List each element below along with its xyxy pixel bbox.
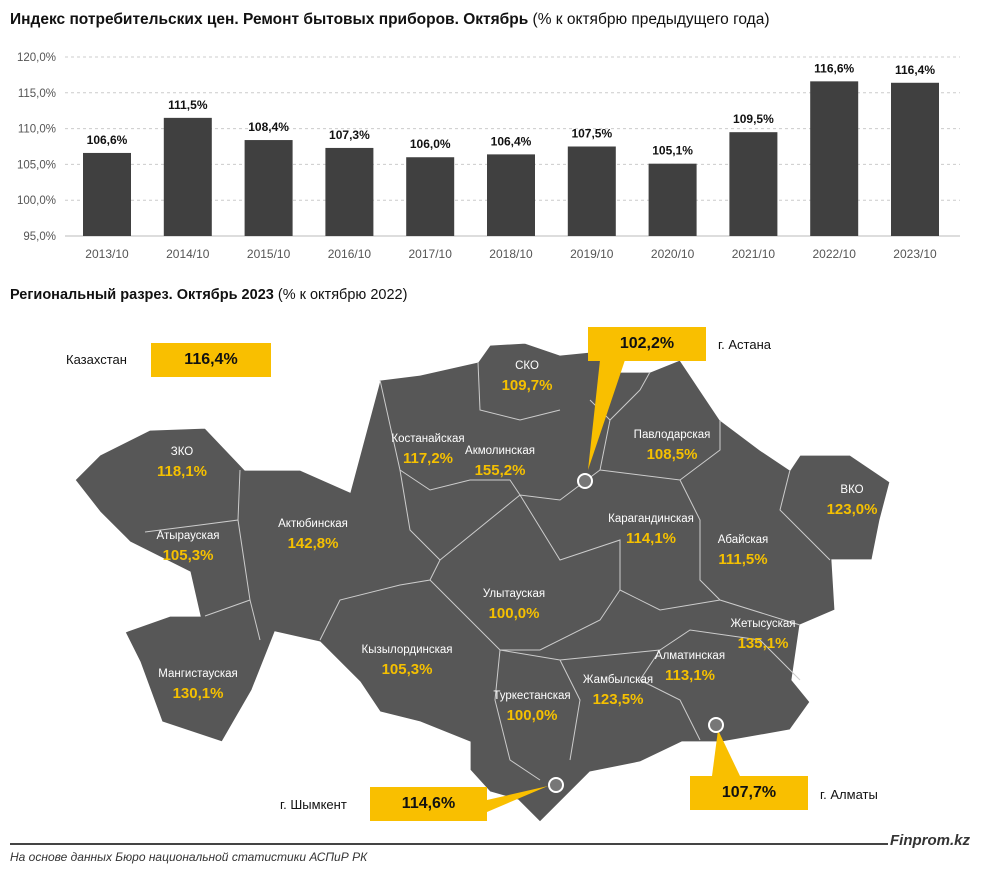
data-label: 116,4% [895, 63, 935, 77]
region-value: 100,0% [488, 605, 540, 622]
almaty-label: г. Алматы [820, 787, 878, 802]
x-tick-label: 2013/10 [85, 247, 129, 261]
region-value: 105,3% [381, 661, 433, 678]
bar [163, 117, 212, 236]
x-tick-label: 2020/10 [651, 247, 695, 261]
region-value: 142,8% [287, 535, 339, 552]
region-value: 123,0% [826, 501, 878, 518]
bar-chart: 95,0% 100,0% 105,0% 110,0% 115,0% 120,0% 106,6… [17, 52, 960, 261]
region-value: 111,5% [718, 551, 768, 568]
region-value: 105,3% [162, 547, 214, 564]
x-tick-label: 2019/10 [570, 247, 614, 261]
almaty-marker [708, 717, 724, 733]
brand-logo: Finprom.kz [890, 832, 971, 849]
data-label: 106,4% [491, 134, 532, 148]
region-value: 130,1% [172, 685, 224, 702]
y-tick-label: 95,0% [23, 231, 56, 243]
region-label: СКО [515, 360, 539, 372]
astana-value: 102,2% [588, 327, 706, 361]
region-label: Туркестанская [493, 690, 571, 702]
x-tick-label: 2021/10 [732, 247, 776, 261]
region-label: Атырауская [156, 530, 220, 542]
data-label: 105,1% [652, 144, 693, 158]
bar [729, 132, 778, 236]
region-label: Мангистауская [158, 668, 238, 680]
bar [810, 81, 859, 237]
region-label: ЗКО [170, 446, 194, 458]
data-label: 108,4% [248, 120, 289, 134]
region-label: ВКО [840, 484, 864, 496]
region-value: 135,1% [737, 635, 789, 652]
astana-pointer [588, 360, 625, 470]
y-tick-label: 105,0% [17, 159, 56, 171]
x-tick-label: 2014/10 [166, 247, 210, 261]
data-label: 107,3% [329, 128, 370, 142]
bar [567, 146, 616, 236]
region-label: Улытауская [482, 588, 546, 600]
bar [487, 154, 535, 236]
data-label: 106,0% [410, 137, 451, 151]
chart-title: Индекс потребительских цен. Ремонт бытов… [10, 11, 770, 28]
region-label: Костанайская [391, 433, 465, 445]
region-value: 117,2% [402, 450, 454, 467]
bar [648, 163, 697, 236]
region-value: 113,1% [664, 667, 716, 684]
region-value: 109,7% [501, 377, 553, 394]
region-value: 114,1% [625, 530, 677, 547]
region-value: 123,5% [592, 691, 644, 708]
region-value: 155,2% [474, 462, 526, 479]
region-value: 108,5% [646, 446, 698, 463]
x-tick-label: 2018/10 [489, 247, 533, 261]
region-label: Акмолинская [465, 445, 535, 457]
bar [406, 157, 455, 236]
region-label: Карагандинская [608, 513, 694, 525]
region-label: Алматинская [654, 650, 726, 662]
region-value: 118,1% [156, 463, 208, 480]
data-label: 109,5% [733, 112, 774, 126]
region-value: 100,0% [506, 707, 558, 724]
region-label: Павлодарская [633, 429, 711, 441]
astana-marker [577, 473, 593, 489]
y-tick-label: 100,0% [17, 195, 56, 207]
shymkent-pointer [487, 786, 548, 812]
shymkent-label: г. Шымкент [280, 797, 347, 812]
map-outline [74, 342, 891, 823]
data-label: 111,5% [168, 98, 208, 112]
region-label: Абайская [717, 534, 769, 546]
region-label: Жамбылская [582, 674, 654, 686]
bar [244, 140, 293, 236]
astana-label: г. Астана [718, 337, 771, 352]
region-label: Кызылординская [361, 644, 453, 656]
source-note: На основе данных Бюро национальной стати… [10, 850, 368, 864]
bar [891, 82, 939, 236]
footer-divider [10, 843, 888, 845]
y-tick-label: 110,0% [18, 124, 56, 136]
kazakhstan-value: 116,4% [151, 343, 271, 377]
x-tick-label: 2017/10 [409, 247, 453, 261]
region-label: Актюбинская [278, 518, 348, 530]
map-title: Региональный разрез. Октябрь 2023 (% к о… [10, 287, 408, 303]
data-label: 106,6% [87, 133, 128, 147]
bar [83, 152, 131, 236]
bar [325, 147, 374, 236]
kazakhstan-label: Казахстан [66, 352, 127, 367]
data-label: 116,6% [814, 61, 854, 75]
shymkent-value: 114,6% [370, 787, 487, 821]
region-label: Жетысуская [730, 618, 796, 630]
x-tick-label: 2015/10 [247, 247, 291, 261]
x-tick-label: 2023/10 [893, 247, 937, 261]
data-label: 107,5% [571, 127, 612, 141]
shymkent-marker [548, 777, 564, 793]
y-tick-label: 120,0% [17, 52, 56, 64]
y-tick-label: 115,0% [18, 88, 56, 100]
almaty-pointer [712, 730, 740, 776]
x-tick-label: 2016/10 [328, 247, 372, 261]
almaty-value: 107,7% [690, 776, 808, 810]
x-tick-label: 2022/10 [813, 247, 857, 261]
